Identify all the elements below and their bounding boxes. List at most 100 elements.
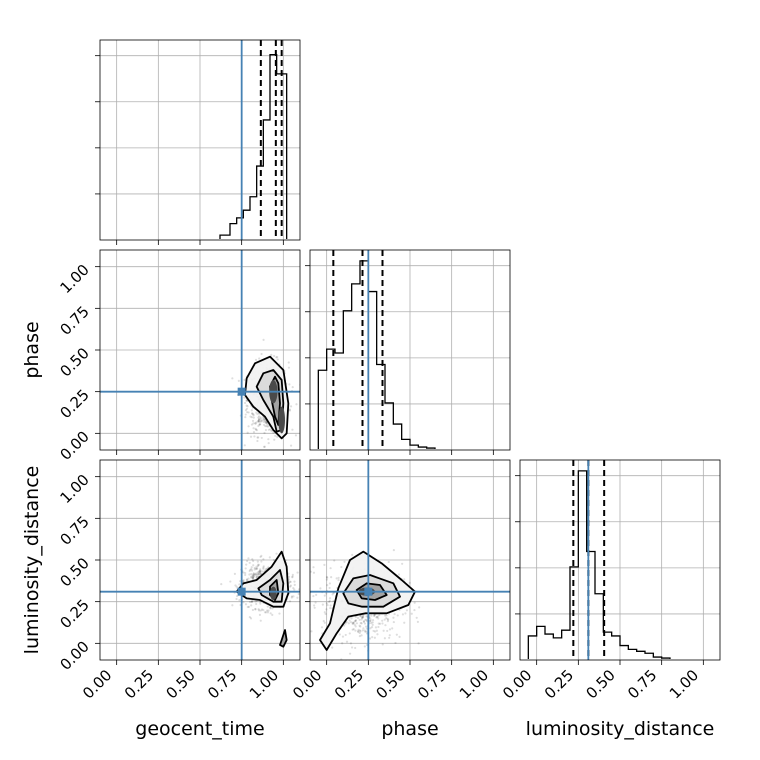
sample-point xyxy=(252,575,255,578)
sample-point xyxy=(319,587,322,590)
sample-point xyxy=(392,616,395,619)
sample-point xyxy=(276,358,279,361)
sample-point xyxy=(252,427,255,430)
sample-point xyxy=(245,404,248,407)
sample-point xyxy=(386,629,389,633)
sample-point xyxy=(254,427,257,431)
sample-point xyxy=(363,622,367,625)
sample-point xyxy=(373,614,376,618)
sample-point xyxy=(255,565,258,568)
sample-point xyxy=(255,421,258,424)
sample-point xyxy=(267,438,270,441)
sample-point xyxy=(345,640,349,643)
labels-layer: geocent_time phase luminosity_distance p… xyxy=(21,321,714,740)
sample-point xyxy=(397,573,401,576)
sample-point xyxy=(261,570,264,573)
posterior-content xyxy=(100,460,300,660)
sample-point xyxy=(262,609,265,612)
sample-point xyxy=(289,444,293,447)
sample-point xyxy=(248,569,251,573)
sample-point xyxy=(394,641,397,645)
sample-point xyxy=(325,602,328,605)
sample-point xyxy=(242,579,245,582)
sample-point xyxy=(259,572,262,575)
sample-point xyxy=(326,603,329,607)
sample-point xyxy=(257,420,260,423)
sample-point xyxy=(269,612,272,615)
sample-point xyxy=(386,620,389,623)
sample-point xyxy=(269,606,272,609)
sample-point xyxy=(270,429,273,432)
sample-point xyxy=(262,445,266,449)
sample-point xyxy=(257,415,261,418)
sample-point xyxy=(259,602,262,605)
sample-point xyxy=(251,577,255,580)
sample-point xyxy=(391,627,394,630)
sample-point xyxy=(245,563,248,566)
sample-point xyxy=(341,635,345,638)
sample-point xyxy=(251,574,254,577)
sample-point xyxy=(252,572,255,575)
sample-point xyxy=(325,575,329,579)
sample-point xyxy=(359,630,362,633)
sample-point xyxy=(348,619,351,622)
truth-marker xyxy=(237,587,246,596)
sample-point xyxy=(255,572,258,575)
sample-point xyxy=(355,622,358,625)
sample-point xyxy=(369,619,372,622)
sample-point xyxy=(331,593,334,596)
sample-point xyxy=(244,573,247,577)
sample-point xyxy=(312,571,316,574)
sample-point xyxy=(383,637,386,640)
sample-point xyxy=(255,411,258,414)
sample-point xyxy=(254,573,257,576)
sample-point xyxy=(381,643,384,646)
sample-point xyxy=(360,616,364,620)
sample-point xyxy=(263,431,266,435)
sample-point xyxy=(255,602,258,606)
sample-point xyxy=(264,425,267,428)
sample-point xyxy=(258,569,262,572)
sample-point xyxy=(363,645,366,648)
sample-point xyxy=(349,642,353,645)
sample-point xyxy=(259,609,262,612)
x-tick-label: 0.25 xyxy=(331,666,367,702)
sample-point xyxy=(396,614,399,617)
sample-point xyxy=(381,622,384,625)
sample-point xyxy=(329,567,332,570)
histogram-line xyxy=(219,54,288,239)
sample-point xyxy=(415,616,418,619)
sample-point xyxy=(333,559,336,562)
sample-point xyxy=(269,606,272,609)
sample-point xyxy=(293,588,296,591)
sample-point xyxy=(267,442,270,445)
sample-point xyxy=(332,600,335,603)
xlabel-phase: phase xyxy=(381,718,438,740)
sample-point xyxy=(245,407,249,410)
sample-point xyxy=(364,625,368,628)
sample-point xyxy=(352,621,356,624)
sample-point xyxy=(359,625,362,628)
sample-point xyxy=(229,580,232,583)
sample-point xyxy=(297,592,300,596)
x-tick-label: 1.00 xyxy=(666,666,702,702)
x-tick-label: 0.00 xyxy=(79,666,115,702)
sample-point xyxy=(287,366,291,369)
sample-point xyxy=(272,558,275,562)
ylabel-luminosity-distance: luminosity_distance xyxy=(21,466,43,655)
sample-point xyxy=(288,409,291,412)
hist-content xyxy=(317,250,436,450)
sample-point xyxy=(254,358,258,361)
sample-point xyxy=(340,565,343,569)
sample-point xyxy=(238,583,241,586)
sample-point xyxy=(268,556,271,559)
sample-point xyxy=(288,383,291,386)
sample-point xyxy=(254,573,257,576)
sample-point xyxy=(258,613,262,616)
sample-point xyxy=(378,622,382,625)
sample-point xyxy=(351,622,354,625)
sample-point xyxy=(242,601,245,604)
sample-point xyxy=(324,612,327,616)
sample-point xyxy=(259,568,262,571)
